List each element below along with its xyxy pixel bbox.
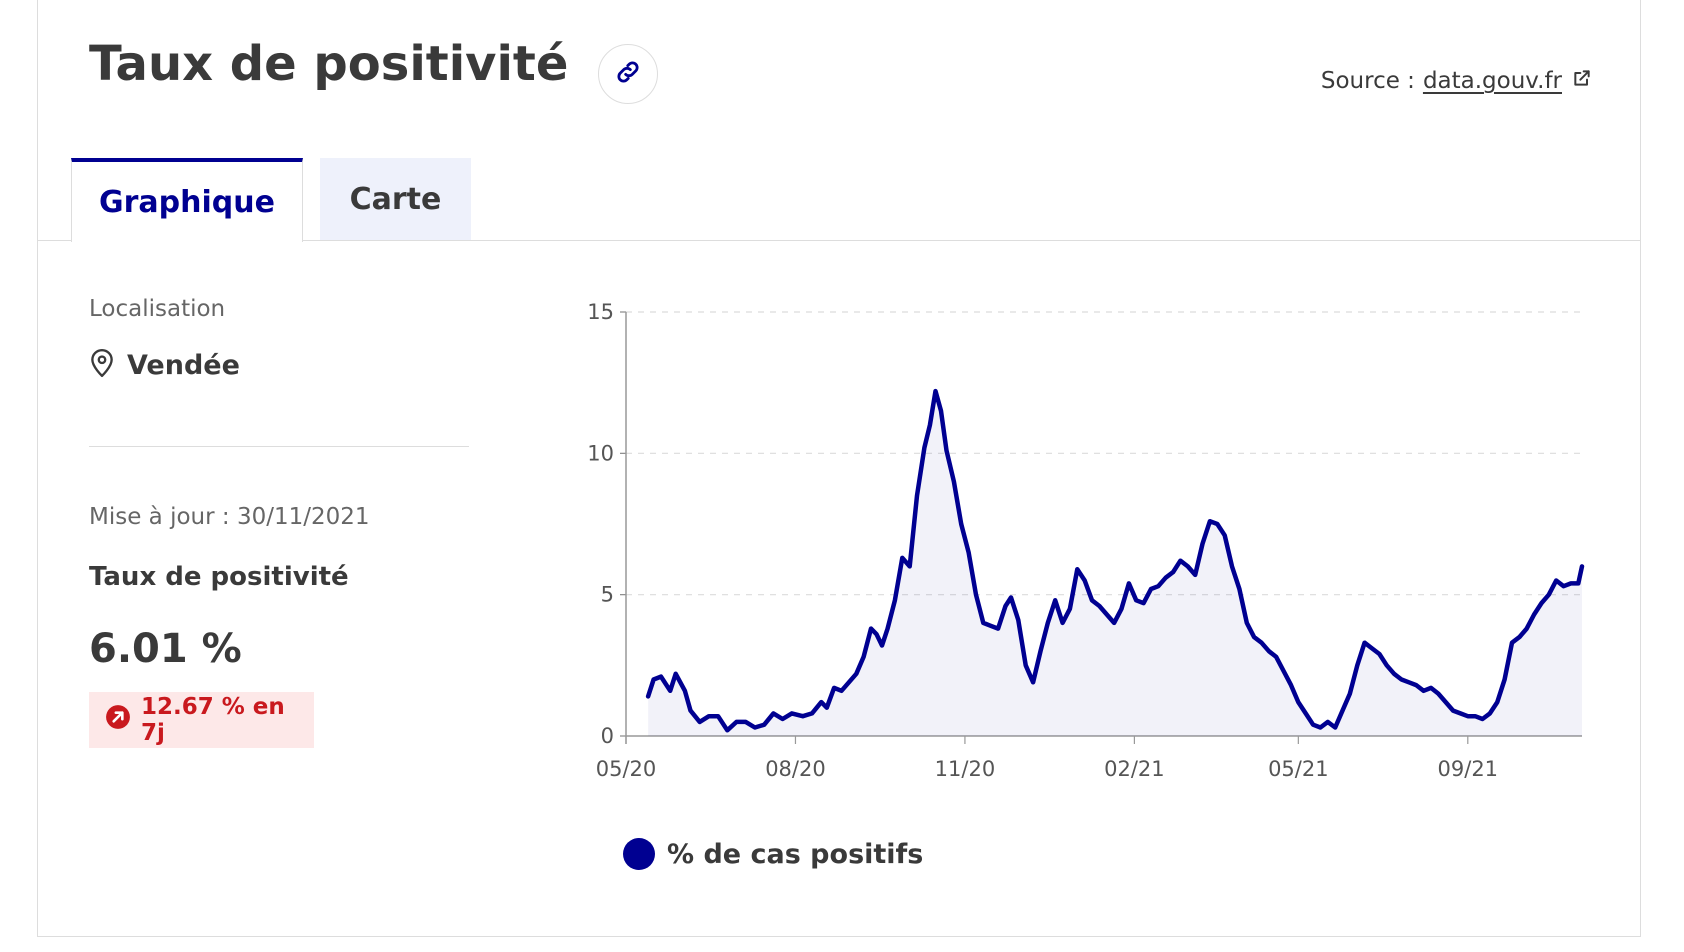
update-date: Mise à jour : 30/11/2021 bbox=[89, 504, 370, 530]
indicator-card bbox=[37, 0, 1641, 936]
x-tick-label: 05/21 bbox=[1268, 757, 1329, 781]
location-label: Localisation bbox=[89, 296, 226, 322]
external-link-icon bbox=[1572, 68, 1592, 94]
x-tick-label: 09/21 bbox=[1438, 757, 1499, 781]
source-link[interactable]: data.gouv.fr bbox=[1423, 68, 1592, 94]
trend-text: 12.67 % en 7j bbox=[141, 694, 285, 746]
tab-carte[interactable]: Carte bbox=[320, 158, 471, 240]
page-title: Taux de positivité bbox=[89, 36, 569, 92]
arrow-up-right-circle-icon bbox=[105, 704, 131, 736]
source-prefix: Source : bbox=[1320, 68, 1415, 94]
series-area bbox=[648, 391, 1582, 736]
location-value: Vendée bbox=[127, 349, 240, 381]
link-icon bbox=[614, 58, 642, 90]
legend-label: % de cas positifs bbox=[667, 838, 924, 870]
y-tick-label: 15 bbox=[587, 300, 614, 324]
tabs-baseline bbox=[37, 240, 1641, 241]
chart-legend: % de cas positifs bbox=[623, 838, 923, 870]
tab-graphique[interactable]: Graphique bbox=[71, 158, 303, 242]
x-tick-label: 02/21 bbox=[1104, 757, 1165, 781]
x-tick-label: 05/20 bbox=[596, 757, 657, 781]
y-tick-label: 0 bbox=[601, 724, 614, 748]
x-tick-label: 11/20 bbox=[935, 757, 996, 781]
kpi-value: 6.01 % bbox=[89, 626, 242, 672]
sidebar-divider bbox=[89, 446, 469, 447]
legend-swatch bbox=[623, 838, 655, 870]
y-tick-label: 10 bbox=[587, 441, 614, 465]
kpi-title: Taux de positivité bbox=[89, 562, 349, 592]
chart-svg: 0 5 10 15 05/20 08/20 11/20 02/21 05/21 09/21 bbox=[587, 300, 1585, 781]
map-pin-icon bbox=[89, 348, 115, 382]
y-tick-label: 5 bbox=[601, 583, 614, 607]
positivity-chart: 0 5 10 15 05/20 08/20 11/20 02/21 05/21 09/21 bbox=[560, 280, 1590, 910]
card-bottom-border bbox=[37, 936, 1641, 937]
copy-link-button[interactable] bbox=[598, 44, 658, 104]
series-line bbox=[645, 388, 1585, 733]
location-selector[interactable]: Vendée bbox=[89, 348, 240, 382]
source-attribution: Source : data.gouv.fr bbox=[1321, 68, 1592, 94]
source-link-label: data.gouv.fr bbox=[1422, 68, 1562, 94]
trend-badge: 12.67 % en 7j bbox=[89, 692, 314, 748]
x-tick-label: 08/20 bbox=[765, 757, 826, 781]
